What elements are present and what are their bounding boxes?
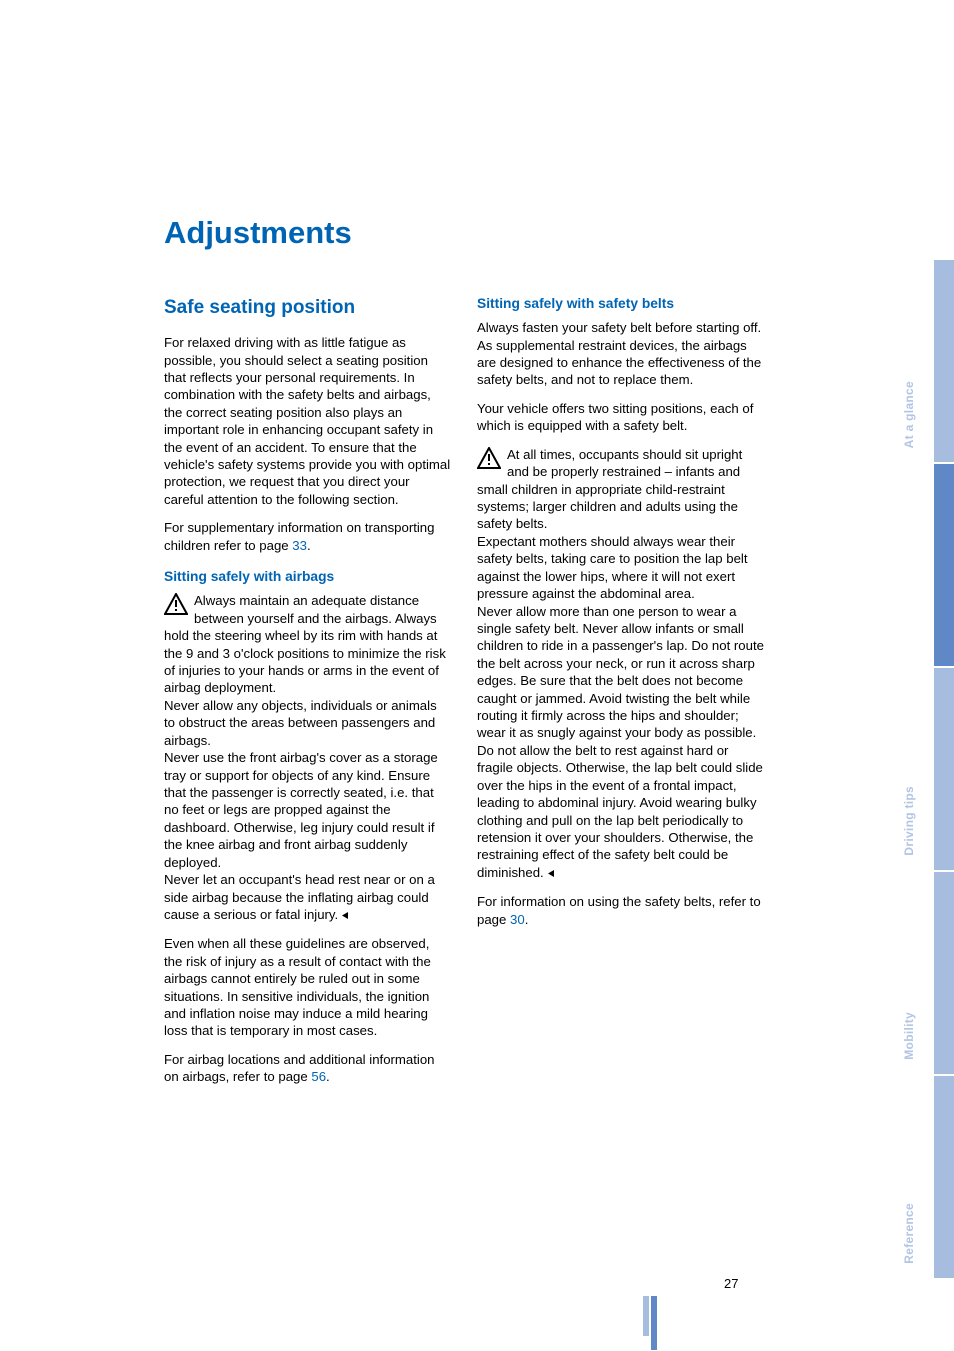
intro-paragraph: For relaxed driving with as little fatig… bbox=[164, 334, 451, 508]
section-heading-safe-seating: Safe seating position bbox=[164, 295, 451, 320]
subheading-safety-belts: Sitting safely with safety belts bbox=[477, 295, 764, 313]
page-link-30[interactable]: 30 bbox=[510, 912, 525, 927]
tab-label: Reference bbox=[902, 1203, 916, 1264]
warning-text-3: Never use the front airbag's cover as a … bbox=[164, 750, 438, 870]
warning-text-1: At all times, occupants should sit uprig… bbox=[477, 447, 742, 532]
side-tab-reference[interactable]: Reference bbox=[824, 1076, 954, 1278]
tab-color-bar bbox=[934, 1076, 954, 1278]
text-fragment: . bbox=[307, 538, 311, 553]
page-title: Adjustments bbox=[164, 215, 764, 251]
warning-icon bbox=[164, 593, 188, 619]
end-mark-icon bbox=[340, 907, 349, 924]
guidelines-paragraph: Even when all these guidelines are obser… bbox=[164, 935, 451, 1040]
tab-label: Driving tips bbox=[902, 786, 916, 856]
page-link-33[interactable]: 33 bbox=[292, 538, 307, 553]
page-number-bar bbox=[643, 1296, 649, 1336]
airbag-locations-paragraph: For airbag locations and additional info… bbox=[164, 1051, 451, 1086]
belts-intro-paragraph: Always fasten your safety belt before st… bbox=[477, 319, 764, 389]
subheading-airbags: Sitting safely with airbags bbox=[164, 568, 451, 586]
supplementary-info-paragraph: For supplementary information on transpo… bbox=[164, 519, 451, 554]
warning-text-2: Expectant mothers should always wear the… bbox=[477, 534, 748, 601]
warning-icon bbox=[477, 447, 501, 473]
warning-block-belts: At all times, occupants should sit uprig… bbox=[477, 446, 764, 883]
warning-text-3: Never allow more than one person to wear… bbox=[477, 604, 764, 880]
tab-color-bar bbox=[934, 260, 954, 462]
tab-color-bar bbox=[934, 668, 954, 870]
warning-text-1: Always maintain an adequate distance bet… bbox=[164, 593, 446, 695]
text-fragment: For airbag locations and additional info… bbox=[164, 1052, 435, 1084]
right-column: Sitting safely with safety belts Always … bbox=[477, 295, 764, 1097]
tab-label: At a glance bbox=[902, 381, 916, 448]
belts-info-paragraph: For information on using the safety belt… bbox=[477, 893, 764, 928]
left-column: Safe seating position For relaxed drivin… bbox=[164, 295, 451, 1097]
tab-label: Mobility bbox=[902, 1012, 916, 1060]
warning-block-airbags: Always maintain an adequate distance bet… bbox=[164, 592, 451, 924]
sitting-positions-paragraph: Your vehicle offers two sitting position… bbox=[477, 400, 764, 435]
side-tab-driving-tips[interactable]: Driving tips bbox=[824, 668, 954, 870]
page-number-bar bbox=[651, 1296, 657, 1350]
text-fragment: . bbox=[326, 1069, 330, 1084]
page-link-56[interactable]: 56 bbox=[311, 1069, 326, 1084]
side-tab-at-a-glance[interactable]: At a glance bbox=[824, 260, 954, 462]
side-tab-controls[interactable]: Controls bbox=[824, 464, 954, 666]
side-tab-mobility[interactable]: Mobility bbox=[824, 872, 954, 1074]
tab-label: Controls bbox=[902, 600, 916, 652]
warning-text-2: Never allow any objects, individuals or … bbox=[164, 698, 437, 748]
warning-text-4: Never let an occupant's head rest near o… bbox=[164, 872, 435, 922]
page-number-bars bbox=[643, 1296, 657, 1350]
tab-color-bar bbox=[934, 464, 954, 666]
content-columns: Safe seating position For relaxed drivin… bbox=[164, 295, 764, 1097]
end-mark-icon bbox=[546, 865, 555, 882]
page-number: 27 bbox=[724, 1276, 738, 1291]
side-tabs: At a glance Controls Driving tips Mobility R… bbox=[824, 0, 954, 1351]
tab-color-bar bbox=[934, 872, 954, 1074]
text-fragment: . bbox=[525, 912, 529, 927]
